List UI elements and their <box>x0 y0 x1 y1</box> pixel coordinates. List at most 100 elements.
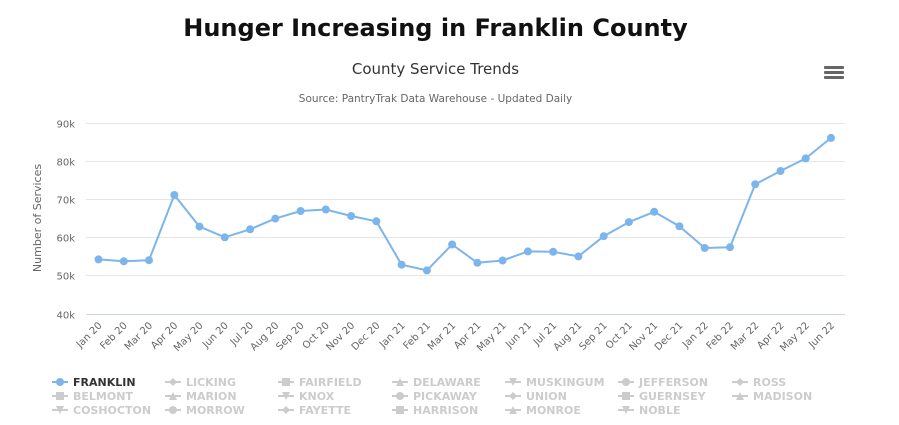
triangle-down-marker-icon <box>505 377 521 387</box>
legend-item-belmont[interactable]: BELMONT <box>52 389 133 403</box>
legend-item-muskingum[interactable]: MUSKINGUM <box>505 375 605 389</box>
legend-item-pickaway[interactable]: PICKAWAY <box>392 389 477 403</box>
legend-label: HARRISON <box>413 403 479 417</box>
legend-item-marion[interactable]: MARION <box>165 389 237 403</box>
legend-item-harrison[interactable]: HARRISON <box>392 403 478 417</box>
square-marker-icon <box>618 391 634 401</box>
x-tick-label: Dec 20 <box>350 320 383 353</box>
x-tick-label: Sep 20 <box>274 320 306 352</box>
triangle-down-marker-icon <box>278 391 294 401</box>
legend-label: KNOX <box>299 389 335 403</box>
y-axis-title: Number of Services <box>31 164 44 272</box>
triangle-marker-icon <box>732 391 748 401</box>
legend-label: LICKING <box>186 375 237 389</box>
data-point[interactable] <box>624 218 633 227</box>
data-point[interactable] <box>372 217 381 226</box>
legend-item-noble[interactable]: NOBLE <box>618 403 680 417</box>
y-axis-ticks: 40k 50k 60k 70k 80k 90k <box>56 120 75 322</box>
legend-label: MUSKINGUM <box>526 375 605 389</box>
legend-item-delaware[interactable]: DELAWARE <box>392 375 481 389</box>
chart-context-menu-button[interactable] <box>824 66 844 84</box>
data-point[interactable] <box>296 207 305 215</box>
circle-marker-icon <box>52 377 68 387</box>
legend-item-guernsey[interactable]: GUERNSEY <box>618 389 706 403</box>
data-point[interactable] <box>271 214 280 223</box>
legend-item-madison[interactable]: MADISON <box>732 389 812 403</box>
y-tick-label: 60k <box>56 234 75 245</box>
data-point[interactable] <box>321 205 330 214</box>
data-point[interactable] <box>473 258 482 267</box>
data-point[interactable] <box>422 266 431 275</box>
data-point[interactable] <box>574 252 583 261</box>
x-tick-label: Mar 21 <box>426 320 458 352</box>
data-point[interactable] <box>700 244 709 252</box>
legend-item-coshocton[interactable]: COSHOCTON <box>52 403 151 417</box>
y-tick-label: 50k <box>56 272 75 283</box>
x-tick-label: Sep 21 <box>577 320 609 352</box>
triangle-marker-icon <box>392 377 408 387</box>
legend-label: NOBLE <box>639 403 681 417</box>
legend-item-licking[interactable]: LICKING <box>165 375 236 389</box>
data-point[interactable] <box>246 225 255 234</box>
data-point[interactable] <box>801 154 810 163</box>
data-point[interactable] <box>650 207 659 216</box>
page-title: Hunger Increasing in Franklin County <box>183 14 688 42</box>
data-point[interactable] <box>220 233 229 242</box>
diamond-marker-icon <box>732 377 748 387</box>
chart-subtitle: Source: PantryTrak Data Warehouse - Upda… <box>298 93 573 105</box>
legend-item-monroe[interactable]: MONROE <box>505 403 581 417</box>
legend-item-ross[interactable]: ROSS <box>732 375 786 389</box>
data-point[interactable] <box>675 222 684 231</box>
data-point[interactable] <box>751 180 760 189</box>
data-point[interactable] <box>498 256 507 265</box>
data-point[interactable] <box>549 247 558 256</box>
legend-label: MADISON <box>753 389 813 403</box>
x-tick-label: Jun 21 <box>503 320 534 351</box>
series-group <box>94 133 835 275</box>
legend-item-franklin[interactable]: FRANKLIN <box>52 375 136 389</box>
legend-label: FRANKLIN <box>73 375 136 389</box>
data-point[interactable] <box>119 257 128 266</box>
legend-item-jefferson[interactable]: JEFFERSON <box>618 375 708 389</box>
square-marker-icon <box>392 405 408 415</box>
y-tick-label: 90k <box>56 120 75 131</box>
legend-label: FAIRFIELD <box>299 375 362 389</box>
diamond-marker-icon <box>165 377 181 387</box>
legend-label: GUERNSEY <box>639 389 706 403</box>
data-point[interactable] <box>726 243 734 252</box>
data-point[interactable] <box>347 212 356 220</box>
legend-label: MORROW <box>186 403 245 417</box>
diamond-marker-icon <box>278 405 294 415</box>
square-marker-icon <box>52 391 68 401</box>
data-point[interactable] <box>776 167 785 175</box>
legend-item-fairfield[interactable]: FAIRFIELD <box>278 375 362 389</box>
x-tick-label: Jun 22 <box>806 320 837 351</box>
data-point[interactable] <box>145 256 153 265</box>
data-point[interactable] <box>397 260 406 269</box>
hamburger-menu-icon-bar <box>824 76 844 79</box>
y-tick-label: 40k <box>56 311 75 322</box>
data-point[interactable] <box>599 232 608 241</box>
x-tick-label: Dec 21 <box>653 320 686 353</box>
triangle-marker-icon <box>505 405 521 415</box>
data-point[interactable] <box>523 247 532 256</box>
data-point[interactable] <box>195 222 204 231</box>
legend-label: COSHOCTON <box>73 403 152 417</box>
legend-label: MARION <box>186 389 237 403</box>
circle-marker-icon <box>618 377 634 387</box>
legend-item-fayette[interactable]: FAYETTE <box>278 403 351 417</box>
data-point[interactable] <box>94 255 103 264</box>
legend-item-morrow[interactable]: MORROW <box>165 403 245 417</box>
diamond-marker-icon <box>505 391 521 401</box>
y-tick-label: 70k <box>56 196 75 207</box>
legend-label: PICKAWAY <box>413 389 477 403</box>
legend-item-knox[interactable]: KNOX <box>278 389 334 403</box>
data-point[interactable] <box>827 133 835 142</box>
legend-label: FAYETTE <box>299 403 351 417</box>
y-tick-label: 80k <box>56 158 75 169</box>
legend-item-union[interactable]: UNION <box>505 389 567 403</box>
data-point[interactable] <box>448 240 457 249</box>
data-point[interactable] <box>170 191 179 199</box>
legend-label: BELMONT <box>73 389 133 403</box>
